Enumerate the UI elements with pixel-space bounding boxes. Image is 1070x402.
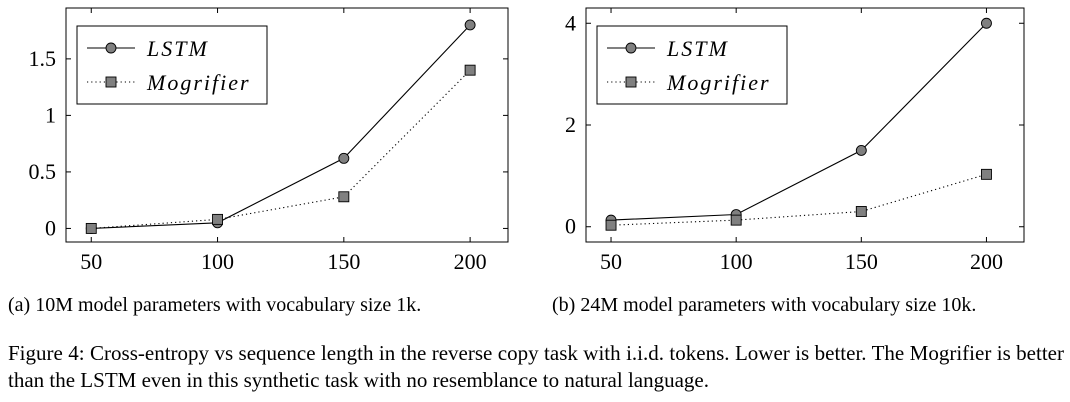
lstm-point <box>464 19 476 31</box>
y-tick-label: 1 <box>45 102 56 127</box>
lstm-point <box>855 144 867 156</box>
mogrifier-point <box>730 214 742 226</box>
legend-box <box>76 25 268 105</box>
y-tick-label: 0 <box>565 214 576 239</box>
y-tick-label: 0.5 <box>29 159 57 184</box>
series-line-lstm <box>91 24 471 229</box>
y-tick-label: 4 <box>565 10 576 35</box>
mogrifier-point <box>605 219 617 231</box>
legend-marker-lstm <box>105 42 117 54</box>
plot-frame <box>65 7 509 243</box>
mogrifier-point <box>464 64 476 76</box>
y-tick-label: 1.5 <box>29 46 57 71</box>
lstm-point <box>338 152 350 164</box>
x-tick-label: 200 <box>454 249 487 274</box>
x-tick-label: 50 <box>600 249 622 274</box>
x-tick-label: 150 <box>327 249 360 274</box>
legend-label-lstm: LSTM <box>666 36 729 61</box>
mogrifier-point <box>981 168 992 180</box>
lstm-point <box>981 17 992 29</box>
legend-marker-mogrifier <box>105 76 117 88</box>
series-line-mogrifier <box>610 173 987 226</box>
chart-b: 50 100 150 200 0 2 4 LSTM Mogrifier (b) 24M model… <box>552 7 1025 316</box>
x-tick-label: 100 <box>720 249 753 274</box>
legend-marker-lstm <box>625 42 637 54</box>
mogrifier-point <box>855 206 867 217</box>
x-tick-label: 50 <box>80 249 102 274</box>
legend-label-mogrifier: Mogrifier <box>146 70 251 95</box>
legend-label-lstm: LSTM <box>146 36 209 61</box>
series-line-lstm <box>610 22 987 221</box>
x-tick-label: 150 <box>845 249 878 274</box>
subplot-caption: (a) 10M model parameters with vocabulary… <box>8 294 421 316</box>
x-tick-label: 200 <box>970 249 1003 274</box>
legend-marker-mogrifier <box>625 76 637 88</box>
charts-svg: 50 100 150 200 0 0.5 1 1.5 LSTM Mogrifier (a) 10M … <box>8 7 1025 316</box>
figure-caption: Figure 4: Cross-entropy vs sequence leng… <box>8 341 1064 392</box>
mogrifier-point <box>85 222 97 234</box>
legend-label-mogrifier: Mogrifier <box>666 70 771 95</box>
y-tick-label: 0 <box>45 215 56 240</box>
legend-box <box>596 25 788 105</box>
chart-a: 50 100 150 200 0 0.5 1 1.5 LSTM Mogrifier (a) 10M … <box>8 7 509 316</box>
y-tick-label: 2 <box>565 112 576 137</box>
series-line-mogrifier <box>91 69 471 229</box>
mogrifier-point <box>338 191 350 203</box>
subplot-caption: (b) 24M model parameters with vocabulary… <box>552 294 976 316</box>
mogrifier-point <box>212 213 223 225</box>
x-tick-label: 100 <box>201 249 234 274</box>
